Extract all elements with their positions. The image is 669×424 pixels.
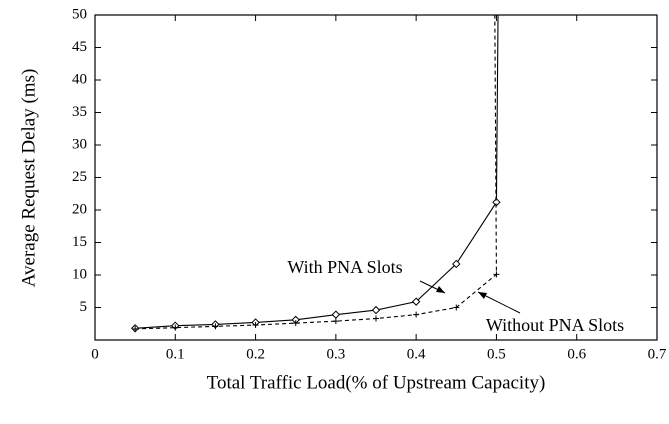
y-tick-label: 50 [72,6,87,22]
x-tick-label: 0 [91,346,99,362]
marker [373,315,379,322]
x-axis-title: Total Traffic Load(% of Upstream Capacit… [207,372,546,393]
y-tick-label: 45 [72,39,87,55]
x-tick-label: 0.5 [487,346,506,362]
marker [331,310,341,319]
y-tick-label: 15 [72,234,87,250]
y-tick-label: 35 [72,104,87,120]
x-tick-label: 0.4 [407,346,426,362]
marker [212,323,219,330]
x-tick-label: 0.3 [326,346,345,362]
y-tick-label: 40 [72,71,87,87]
x-tick-label: 0.6 [567,346,586,362]
y-axis-title: Average Request Delay (ms) [18,69,39,288]
marker [371,305,381,315]
y-tick-label: 10 [72,266,87,282]
y-tick-label: 20 [72,201,87,217]
x-tick-label: 0.2 [246,346,265,362]
arrow-head [436,286,445,293]
marker [332,318,339,325]
annotation: Without PNA Slots [486,315,624,335]
y-tick-label: 25 [72,169,87,185]
x-tick-label: 0.1 [166,346,185,362]
marker [453,304,460,311]
y-tick-label: 5 [80,299,88,315]
annotation: With PNA Slots [287,257,402,277]
marker [292,320,299,327]
marker [413,311,420,318]
marker [411,297,421,306]
series-line [135,14,499,329]
marker [493,271,500,278]
marker [132,325,139,332]
marker [252,322,259,329]
x-tick-label: 0.7 [648,346,667,362]
y-tick-label: 30 [72,136,87,152]
marker [452,259,461,269]
arrow-head [478,292,487,299]
plot-frame [94,14,658,341]
marker [172,324,179,331]
series-line [135,14,497,330]
